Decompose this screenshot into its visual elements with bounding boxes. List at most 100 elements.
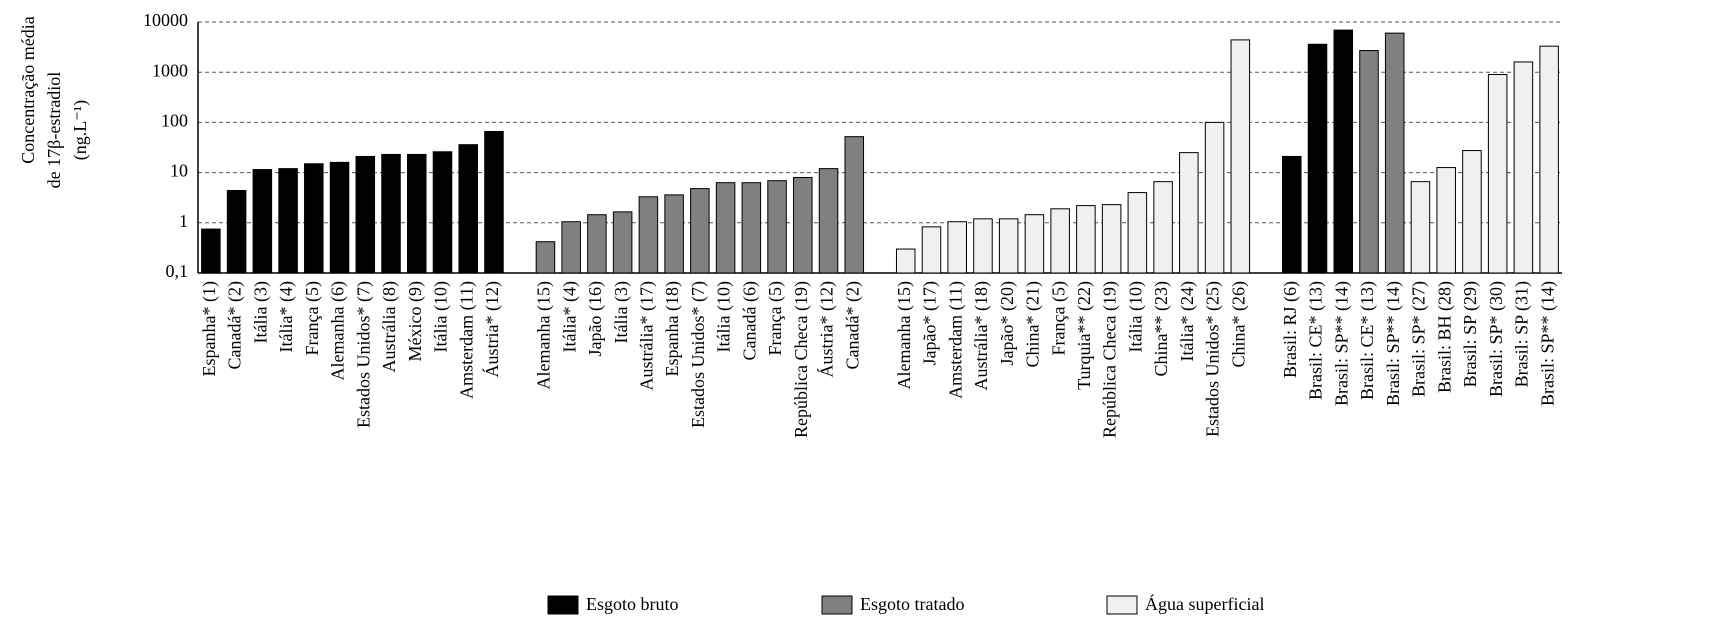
x-tick-label: Brasil: SP* (27) bbox=[1409, 281, 1430, 397]
x-tick-label: Itália (3) bbox=[250, 281, 271, 343]
bar bbox=[587, 214, 607, 274]
bar bbox=[947, 221, 967, 274]
x-tick-label: Brasil: RJ (6) bbox=[1280, 281, 1301, 378]
x-tick-label: Estados Unidos* (25) bbox=[1203, 281, 1224, 437]
bar bbox=[998, 218, 1019, 274]
bar bbox=[638, 196, 659, 274]
bar bbox=[1384, 32, 1405, 274]
y-axis-label: (ng.L⁻¹) bbox=[70, 100, 91, 160]
bar bbox=[1410, 181, 1431, 274]
bar bbox=[406, 153, 427, 274]
x-tick-label: Itália* (4) bbox=[276, 281, 297, 352]
bar bbox=[690, 188, 710, 274]
bar bbox=[741, 182, 762, 274]
bar bbox=[818, 168, 839, 274]
bar bbox=[458, 144, 478, 274]
x-tick-label: China* (21) bbox=[1023, 281, 1044, 367]
x-tick-label: República Checa (19) bbox=[791, 281, 812, 438]
bar bbox=[1539, 45, 1559, 274]
bar bbox=[664, 194, 684, 274]
y-tick-label: 0,1 bbox=[166, 261, 189, 281]
x-tick-label: Alemanha (15) bbox=[534, 281, 555, 389]
bar bbox=[1050, 208, 1070, 274]
x-tick-label: Brasil: SP (29) bbox=[1460, 281, 1481, 387]
x-tick-label: Alemanha (6) bbox=[328, 281, 349, 380]
bar bbox=[612, 211, 633, 274]
bar bbox=[1333, 29, 1354, 274]
legend-label: Esgoto tratado bbox=[860, 594, 964, 614]
x-tick-label: Itália (3) bbox=[611, 281, 632, 343]
x-tick-label: Itália* (4) bbox=[559, 281, 580, 352]
bar bbox=[767, 180, 787, 274]
x-tick-label: Alemanha (15) bbox=[894, 281, 915, 389]
y-tick-label: 100 bbox=[161, 111, 188, 131]
x-tick-label: Austrália* (18) bbox=[971, 281, 992, 390]
bar bbox=[304, 163, 324, 274]
bar bbox=[1307, 43, 1328, 274]
bar bbox=[715, 182, 736, 274]
x-tick-label: Canadá (6) bbox=[739, 281, 760, 360]
bar bbox=[1179, 152, 1199, 274]
x-tick-label: Amsterdam (11) bbox=[456, 281, 477, 399]
x-tick-label: Brasil: SP** (14) bbox=[1537, 281, 1558, 406]
legend-label: Água superficial bbox=[1145, 593, 1264, 614]
x-tick-label: Brasil: SP* (30) bbox=[1486, 281, 1507, 397]
bar bbox=[1101, 204, 1122, 274]
y-tick-label: 10 bbox=[170, 161, 188, 181]
y-tick-label: 1 bbox=[179, 211, 188, 231]
x-tick-label: Japão (16) bbox=[585, 281, 606, 356]
x-tick-label: Brasil: BH (28) bbox=[1434, 281, 1455, 393]
x-tick-label: República Checa (19) bbox=[1100, 281, 1121, 438]
x-tick-label: Brasil: CE* (13) bbox=[1357, 281, 1378, 400]
x-tick-label: Brasil: CE* (13) bbox=[1306, 281, 1327, 400]
x-tick-label: Áustria* (12) bbox=[816, 281, 838, 377]
bar bbox=[1513, 61, 1534, 274]
bar bbox=[1487, 73, 1508, 274]
x-tick-label: Canadá* (2) bbox=[842, 281, 863, 369]
x-tick-label: Amsterdam (11) bbox=[945, 281, 966, 399]
x-tick-label: Austrália (8) bbox=[379, 281, 400, 372]
x-tick-label: Brasil: SP (31) bbox=[1512, 281, 1533, 387]
bar bbox=[1204, 121, 1225, 274]
bar bbox=[252, 169, 273, 274]
bar bbox=[793, 176, 813, 274]
bar bbox=[381, 153, 401, 274]
bar bbox=[973, 218, 993, 274]
bar bbox=[355, 155, 376, 274]
bar bbox=[1127, 192, 1148, 274]
bar bbox=[484, 130, 504, 274]
x-tick-label: México (9) bbox=[405, 281, 426, 361]
bar bbox=[1153, 181, 1173, 274]
bar bbox=[1076, 205, 1096, 274]
x-tick-label: Espanha* (1) bbox=[199, 281, 220, 376]
x-tick-label: Itália* (24) bbox=[1177, 281, 1198, 361]
y-axis-label: Concentração média bbox=[18, 16, 38, 163]
x-tick-label: Estados Unidos* (7) bbox=[688, 281, 709, 428]
bar bbox=[561, 221, 581, 274]
bar bbox=[921, 226, 942, 274]
bar bbox=[201, 228, 221, 274]
x-tick-label: França (5) bbox=[302, 281, 323, 355]
x-tick-label: Espanha (18) bbox=[662, 281, 683, 376]
x-tick-label: França (5) bbox=[765, 281, 786, 355]
x-tick-label: Estados Unidos* (7) bbox=[353, 281, 374, 428]
x-tick-label: Itália (10) bbox=[431, 281, 452, 352]
y-axis-label: de 17β-estradiol bbox=[44, 72, 64, 189]
bar bbox=[432, 151, 453, 274]
x-tick-label: Turquia** (22) bbox=[1074, 281, 1095, 390]
legend-swatch bbox=[1106, 595, 1138, 615]
x-tick-label: Brasil: SP** (14) bbox=[1331, 281, 1352, 406]
legend-label: Esgoto bruto bbox=[586, 594, 679, 614]
bar bbox=[1230, 39, 1251, 274]
x-tick-label: Japão* (17) bbox=[920, 281, 941, 365]
bar bbox=[535, 241, 556, 274]
bar bbox=[1359, 50, 1379, 274]
x-tick-label: Austrália* (17) bbox=[637, 281, 658, 390]
bar bbox=[844, 136, 865, 274]
bar bbox=[226, 189, 247, 274]
legend-swatch bbox=[547, 595, 579, 615]
y-tick-label: 1000 bbox=[152, 60, 188, 80]
x-tick-label: China* (26) bbox=[1228, 281, 1249, 367]
x-tick-label: Canadá* (2) bbox=[225, 281, 246, 369]
bar bbox=[1282, 155, 1302, 274]
